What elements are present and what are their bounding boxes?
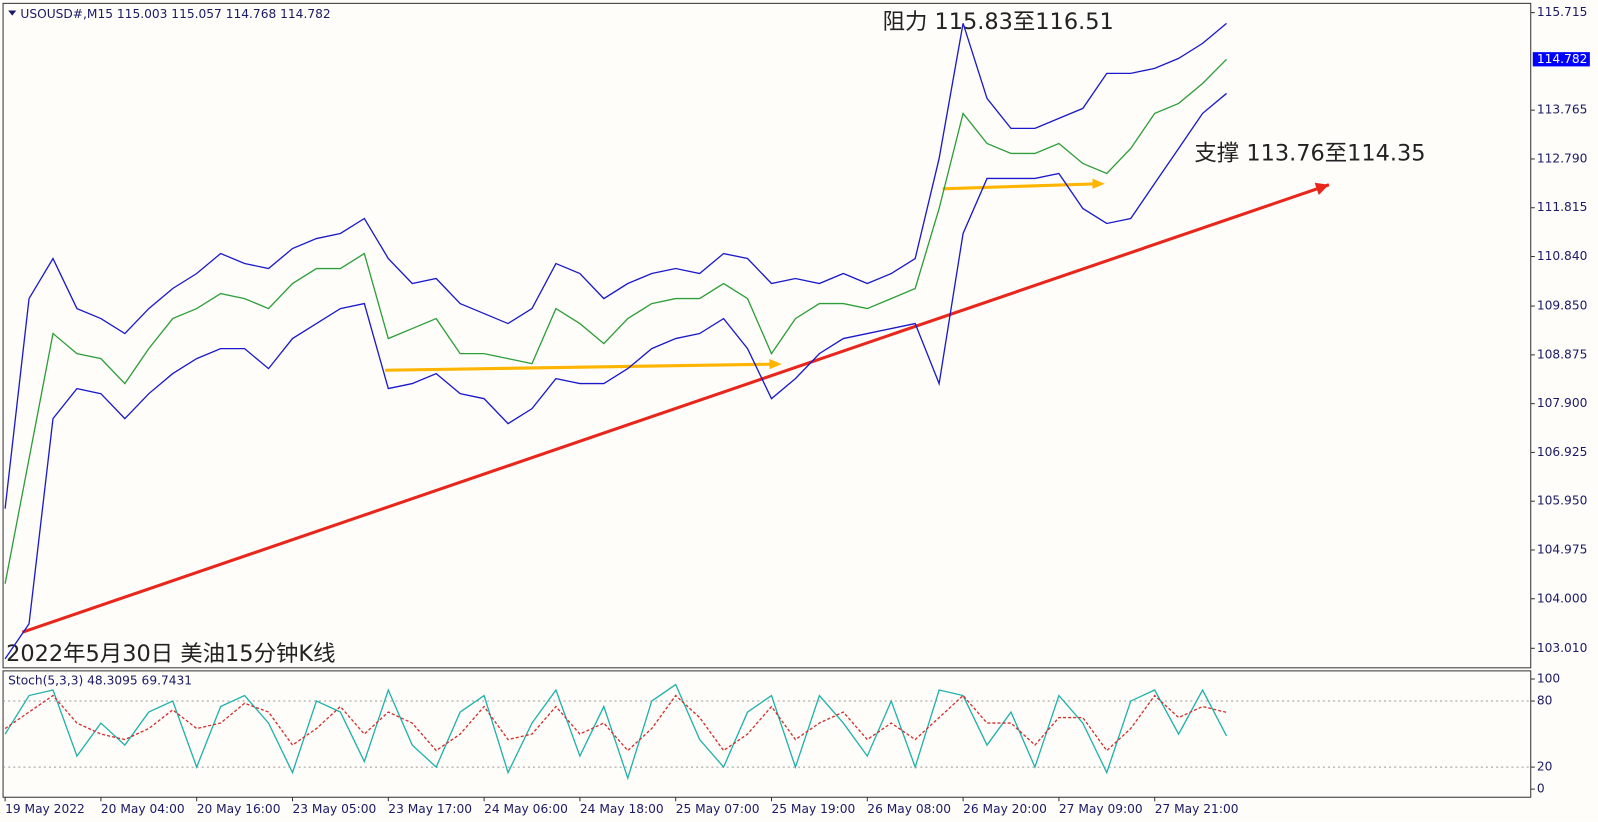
y-tick-label: 111.815 [1537, 200, 1588, 214]
x-tick-label: 20 May 16:00 [197, 802, 281, 816]
annotation: 2022年5月30日 美油15分钟K线 [6, 641, 335, 667]
series-line [4, 92, 1227, 660]
support-line [385, 362, 777, 372]
y-tick-label: 109.850 [1537, 299, 1588, 313]
stoch-panel [2, 670, 1532, 798]
y-tick-label: 103.010 [1537, 641, 1588, 655]
x-tick-label: 25 May 07:00 [676, 802, 760, 816]
support-arrow [1092, 178, 1105, 189]
y-tick-label: 106.925 [1537, 445, 1588, 459]
menu-triangle [8, 10, 17, 16]
x-tick-label: 20 May 04:00 [101, 802, 185, 816]
y-tick-label: 104.000 [1537, 591, 1588, 605]
x-tick-label: 27 May 21:00 [1155, 802, 1239, 816]
main-panel [2, 2, 1532, 669]
y-tick-label: 110.840 [1537, 249, 1588, 263]
support-line [942, 182, 1099, 191]
series-line [4, 694, 1227, 752]
indicator-title: Stoch(5,3,3) 48.3095 69.7431 [8, 674, 192, 688]
support-arrow [769, 359, 782, 370]
y-tick-label: 112.790 [1537, 151, 1588, 165]
x-tick-label: 26 May 08:00 [867, 802, 951, 816]
trend-arrow [1314, 182, 1329, 195]
series-line [4, 58, 1227, 584]
price-marker [1532, 52, 1590, 67]
y-tick-label: 105.950 [1537, 494, 1588, 508]
y-tick-label: 107.900 [1537, 396, 1588, 410]
series-line [4, 683, 1228, 781]
annotation: 支撑 113.76至114.35 [1194, 141, 1425, 167]
x-tick-label: 23 May 17:00 [388, 802, 472, 816]
x-tick-label: 27 May 09:00 [1059, 802, 1143, 816]
x-tick-label: 24 May 18:00 [580, 802, 664, 816]
y-tick-label: 0 [1537, 782, 1545, 796]
price-label: 114.782 [1537, 52, 1588, 66]
y-tick-label: 20 [1537, 760, 1553, 774]
y-tick-label: 104.975 [1537, 542, 1588, 556]
series-line [4, 22, 1227, 509]
chart-title: USOUSD#,M15 115.003 115.057 114.768 114.… [20, 7, 330, 21]
y-tick-label: 100 [1537, 672, 1560, 686]
x-tick-label: 24 May 06:00 [484, 802, 568, 816]
y-tick-label: 108.875 [1537, 347, 1588, 361]
y-tick-label: 115.715 [1537, 5, 1588, 19]
x-tick-label: 23 May 05:00 [293, 802, 377, 816]
y-tick-label: 80 [1537, 694, 1553, 708]
x-tick-label: 26 May 20:00 [963, 802, 1047, 816]
annotation: 阻力 115.83至116.51 [883, 9, 1114, 35]
x-tick-label: 25 May 19:00 [772, 802, 856, 816]
x-tick-label: 19 May 2022 [5, 802, 85, 816]
trend-line [21, 183, 1330, 634]
y-tick-label: 113.765 [1537, 103, 1588, 117]
